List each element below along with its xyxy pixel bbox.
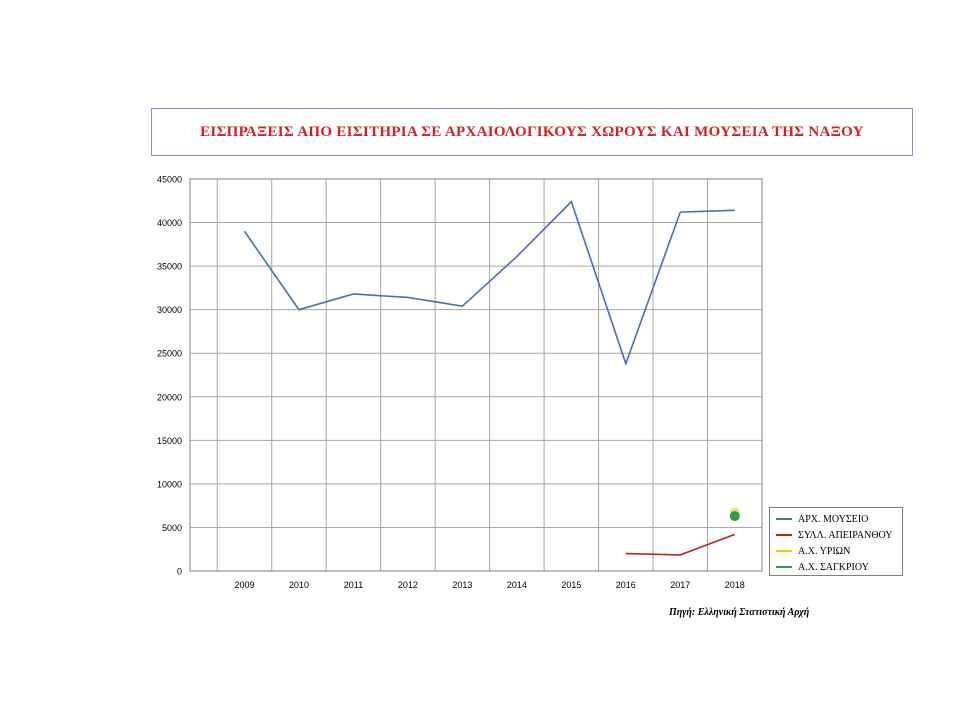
legend-swatch xyxy=(776,566,792,568)
series-point-3 xyxy=(729,511,740,522)
y-tick-label: 30000 xyxy=(157,305,182,315)
legend-label: ΑΡΧ. ΜΟΥΣΕΙΟ xyxy=(798,513,869,525)
x-tick-label: 2010 xyxy=(289,580,309,590)
chart-title: ΕΙΣΠΡΑΞΕΙΣ ΑΠΟ ΕΙΣΙΤΗΡΙΑ ΣΕ ΑΡΧΑΙΟΛΟΓΙΚΟ… xyxy=(200,123,864,140)
source-note: Πηγή: Ελληνική Στατιστική Αρχή xyxy=(669,607,810,618)
y-tick-label: 35000 xyxy=(157,262,182,272)
y-tick-label: 15000 xyxy=(157,436,182,446)
y-tick-label: 20000 xyxy=(157,392,182,402)
legend-swatch xyxy=(776,518,792,520)
y-tick-label: 40000 xyxy=(157,218,182,228)
y-tick-label: 5000 xyxy=(162,523,182,533)
x-tick-label: 2016 xyxy=(616,580,636,590)
y-tick-label: 45000 xyxy=(157,175,182,185)
series-line-0 xyxy=(243,200,735,367)
legend-item: ΣΥΛΛ. ΑΠΕΙΡΑΝΘΟΥ xyxy=(776,527,902,543)
x-tick-label: 2012 xyxy=(398,580,418,590)
legend-item: Α.Χ. ΣΑΓΚΡΙΟΥ xyxy=(776,559,902,575)
legend-swatch xyxy=(776,550,792,552)
y-tick-label: 0 xyxy=(177,567,182,577)
legend-item: ΑΡΧ. ΜΟΥΣΕΙΟ xyxy=(776,511,902,527)
y-tick-label: 10000 xyxy=(157,479,182,489)
legend-swatch xyxy=(776,534,792,536)
x-tick-label: 2014 xyxy=(507,580,527,590)
y-tick-label: 25000 xyxy=(157,349,182,359)
plot-area-border xyxy=(189,178,763,572)
x-tick-label: 2011 xyxy=(344,580,363,590)
legend: ΑΡΧ. ΜΟΥΣΕΙΟ ΣΥΛΛ. ΑΠΕΙΡΑΝΘΟΥ Α.Χ. ΥΡΙΩΝ Α.… xyxy=(769,507,903,576)
legend-label: Α.Χ. ΣΑΓΚΡΙΟΥ xyxy=(798,561,869,573)
x-tick-label: 2017 xyxy=(670,580,690,590)
x-tick-label: 2009 xyxy=(234,580,254,590)
chart-title-box: ΕΙΣΠΡΑΞΕΙΣ ΑΠΟ ΕΙΣΙΤΗΡΙΑ ΣΕ ΑΡΧΑΙΟΛΟΓΙΚΟ… xyxy=(151,108,913,156)
legend-label: Α.Χ. ΥΡΙΩΝ xyxy=(798,545,851,557)
series-line-1 xyxy=(625,533,736,556)
x-tick-label: 2015 xyxy=(561,580,581,590)
x-tick-label: 2013 xyxy=(452,580,472,590)
legend-item: Α.Χ. ΥΡΙΩΝ xyxy=(776,543,902,559)
legend-label: ΣΥΛΛ. ΑΠΕΙΡΑΝΘΟΥ xyxy=(798,529,893,541)
x-tick-label: 2018 xyxy=(725,580,745,590)
